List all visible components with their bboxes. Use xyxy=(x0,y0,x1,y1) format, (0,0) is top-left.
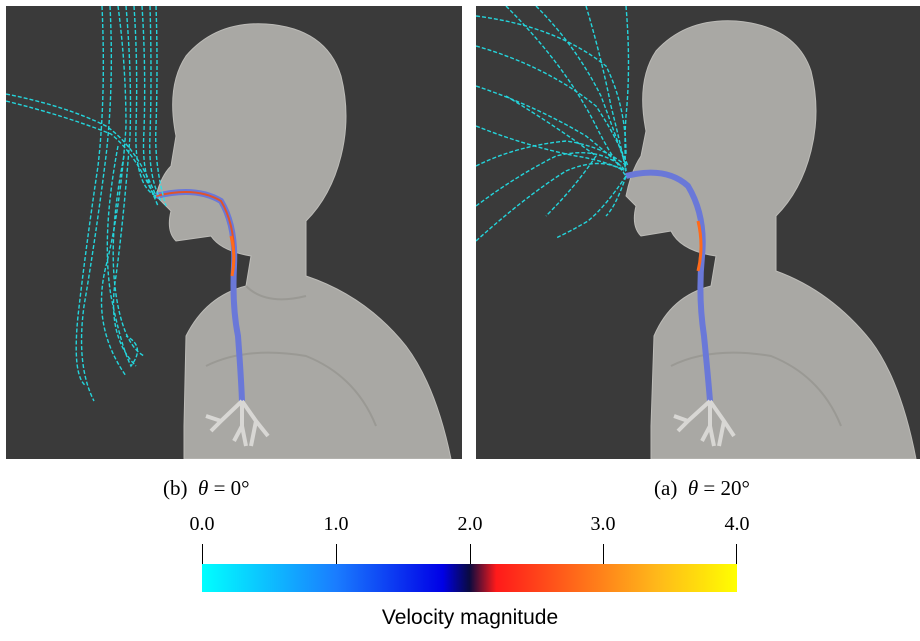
streamline-render-right xyxy=(476,6,917,459)
colorbar-tick-1 xyxy=(336,544,337,564)
velocity-colorbar xyxy=(202,564,737,592)
colorbar-tick-label-3: 3.0 xyxy=(590,513,616,535)
colorbar-tick-label-0: 0.0 xyxy=(189,513,215,535)
human-body-silhouette xyxy=(625,20,917,459)
colorbar-tick-2 xyxy=(470,544,471,564)
bronchial-tree xyxy=(673,399,736,447)
caption-symbol: θ xyxy=(198,476,209,500)
caption-value: = 20° xyxy=(703,476,750,500)
simulation-panel-theta-20 xyxy=(476,6,920,459)
human-body-silhouette xyxy=(155,23,452,459)
colorbar-tick-3 xyxy=(603,544,604,564)
caption-value: = 0° xyxy=(213,476,250,500)
colorbar-tick-4 xyxy=(736,544,737,564)
panel-caption-right: (a) θ = 20° xyxy=(654,476,750,501)
caption-prefix: (b) xyxy=(163,476,188,500)
bronchial-tree xyxy=(205,399,270,447)
colorbar-tick-label-1: 1.0 xyxy=(323,513,349,535)
colorbar-title: Velocity magnitude xyxy=(381,606,559,629)
colorbar-tick-label-2: 2.0 xyxy=(457,513,483,535)
colorbar-tick-0 xyxy=(202,544,203,564)
panel-caption-left: (b) θ = 0° xyxy=(163,476,250,501)
streamline-render-left xyxy=(6,6,452,459)
streamlines-right xyxy=(476,6,630,242)
colorbar-tick-label-4: 4.0 xyxy=(724,513,750,535)
caption-prefix: (a) xyxy=(654,476,678,500)
caption-symbol: θ xyxy=(687,476,699,500)
simulation-panel-theta-0 xyxy=(6,6,462,459)
streamlines-left xyxy=(6,6,167,402)
